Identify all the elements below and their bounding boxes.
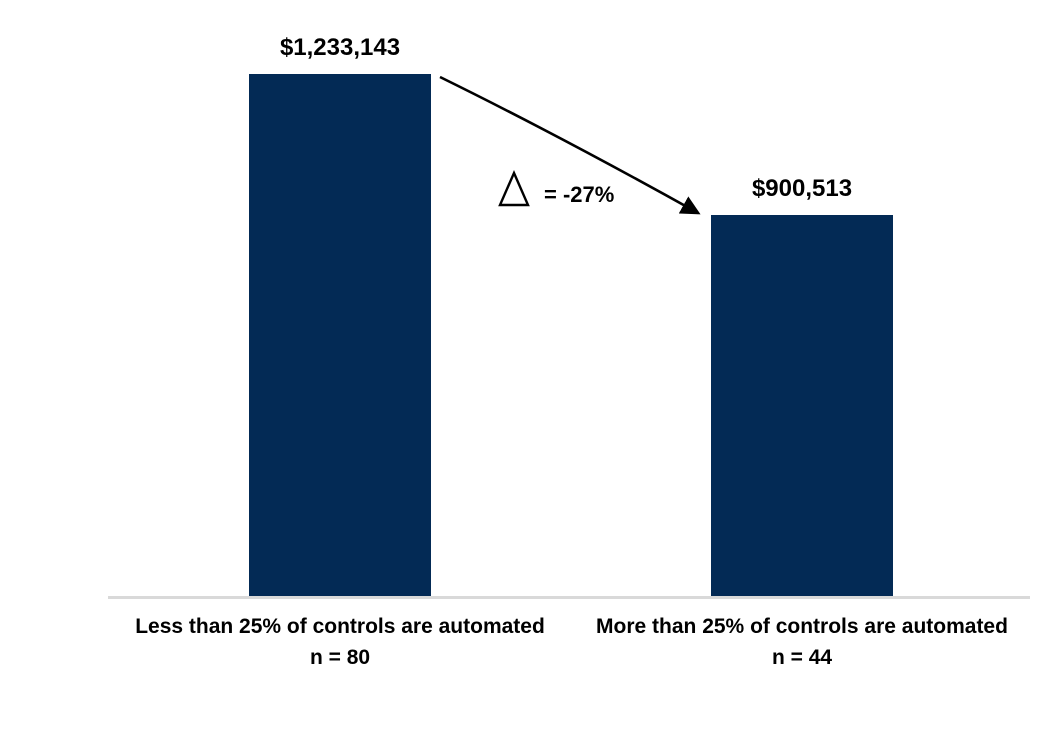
delta-annotation: = -27% bbox=[497, 170, 614, 208]
sample-size-label-right: n = 44 bbox=[771, 646, 833, 669]
category-label-left: Less than 25% of controls are automated bbox=[135, 615, 545, 638]
bar-more-than-25-automated bbox=[711, 215, 893, 597]
bar-value-label-left: $1,233,143 bbox=[279, 34, 401, 61]
decrease-arrow-icon bbox=[439, 75, 701, 215]
bar-less-than-25-automated bbox=[249, 74, 431, 597]
x-axis-line bbox=[108, 596, 1030, 599]
category-block-left: Less than 25% of controls are automated … bbox=[130, 612, 550, 672]
delta-triangle-icon bbox=[498, 170, 530, 207]
delta-percent-label: = -27% bbox=[544, 182, 615, 207]
sample-size-label-left: n = 80 bbox=[309, 646, 371, 669]
bar-value-label-right: $900,513 bbox=[751, 175, 853, 202]
category-label-right: More than 25% of controls are automated bbox=[596, 615, 1008, 638]
category-block-right: More than 25% of controls are automated … bbox=[592, 612, 1012, 672]
